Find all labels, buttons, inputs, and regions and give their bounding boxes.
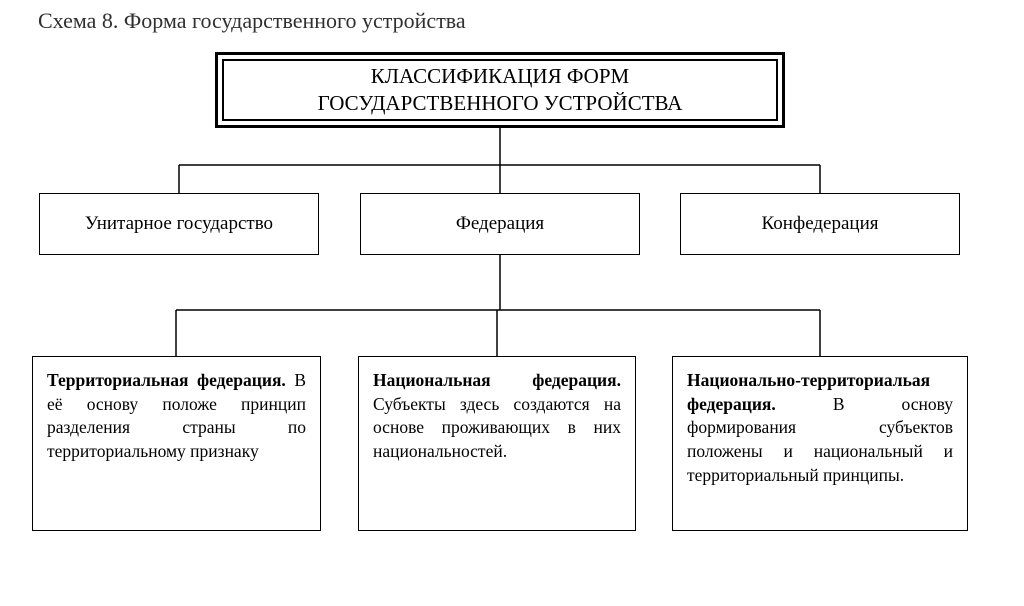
leaf-title: Национальная федерация. [373,370,621,390]
mid-label: Унитарное государство [85,213,273,235]
leaf-title: Территориальная федерация. [47,370,286,390]
leaf-node-territorial: Территориальная федерация. В её основу п… [32,356,321,531]
mid-label: Конфедерация [762,213,879,235]
mid-node-confederation: Конфедерация [680,193,960,255]
diagram-caption: Схема 8. Форма государственного устройст… [38,8,466,34]
root-line1: КЛАССИФИКАЦИЯ ФОРМ [371,64,629,88]
leaf-node-national: Национальная федерация. Субъекты здесь с… [358,356,636,531]
leaf-body: Субъекты здесь создаются на основе прожи… [373,394,621,461]
leaf-node-national-territorial: Национально-территориальая федерация. В … [672,356,968,531]
root-node: КЛАССИФИКАЦИЯ ФОРМ ГОСУДАРСТВЕННОГО УСТР… [215,52,785,128]
mid-label: Федерация [456,213,544,235]
mid-node-unitary: Унитарное государство [39,193,319,255]
root-node-inner: КЛАССИФИКАЦИЯ ФОРМ ГОСУДАРСТВЕННОГО УСТР… [222,59,778,121]
root-line2: ГОСУДАРСТВЕННОГО УСТРОЙСТВА [318,91,683,115]
mid-node-federation: Федерация [360,193,640,255]
